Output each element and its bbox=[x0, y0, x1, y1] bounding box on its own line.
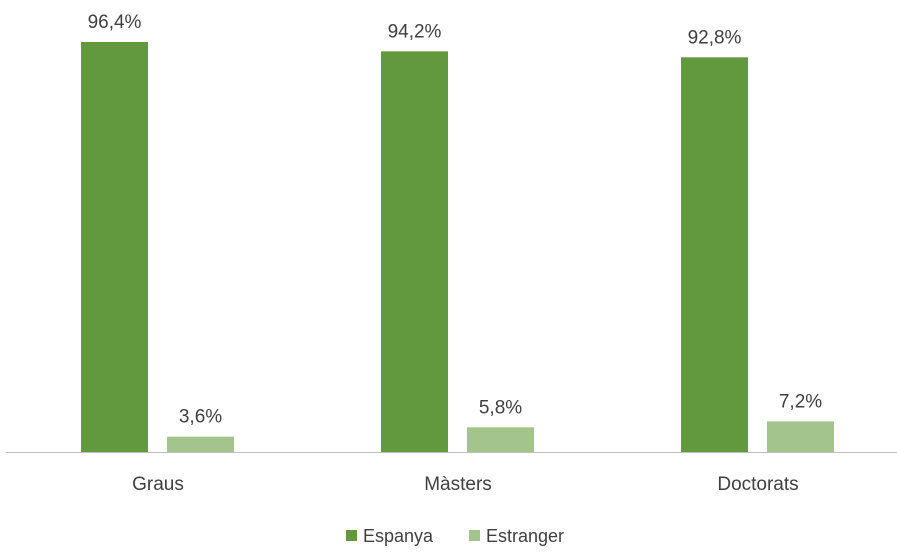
data-label-estranger-2: 7,2% bbox=[779, 391, 822, 412]
bars-layer bbox=[81, 42, 834, 453]
legend-swatch-estranger bbox=[469, 530, 480, 541]
category-label-1: Màsters bbox=[424, 474, 492, 495]
bar-estranger-1 bbox=[467, 427, 534, 452]
data-label-estranger-1: 5,8% bbox=[479, 397, 522, 418]
legend-label-espanya: Espanya bbox=[363, 526, 434, 546]
bar-espanya-1 bbox=[381, 51, 448, 453]
bar-espanya-2 bbox=[681, 57, 748, 452]
data-label-estranger-0: 3,6% bbox=[179, 407, 222, 428]
data-labels-layer: 96,4% 3,6% 94,2% 5,8% 92,8% 7,2% bbox=[88, 12, 823, 428]
bar-estranger-2 bbox=[767, 421, 834, 452]
category-label-2: Doctorats bbox=[717, 474, 798, 495]
bar-espanya-0 bbox=[81, 42, 148, 452]
legend-label-estranger: Estranger bbox=[486, 526, 564, 546]
category-label-0: Graus bbox=[132, 474, 184, 495]
category-labels-layer: Graus Màsters Doctorats bbox=[132, 474, 799, 495]
bar-estranger-0 bbox=[167, 436, 234, 452]
legend: Espanya Estranger bbox=[346, 526, 564, 546]
legend-swatch-espanya bbox=[346, 530, 357, 541]
data-label-espanya-2: 92,8% bbox=[688, 27, 742, 48]
data-label-espanya-0: 96,4% bbox=[88, 12, 142, 33]
data-label-espanya-1: 94,2% bbox=[388, 21, 442, 42]
